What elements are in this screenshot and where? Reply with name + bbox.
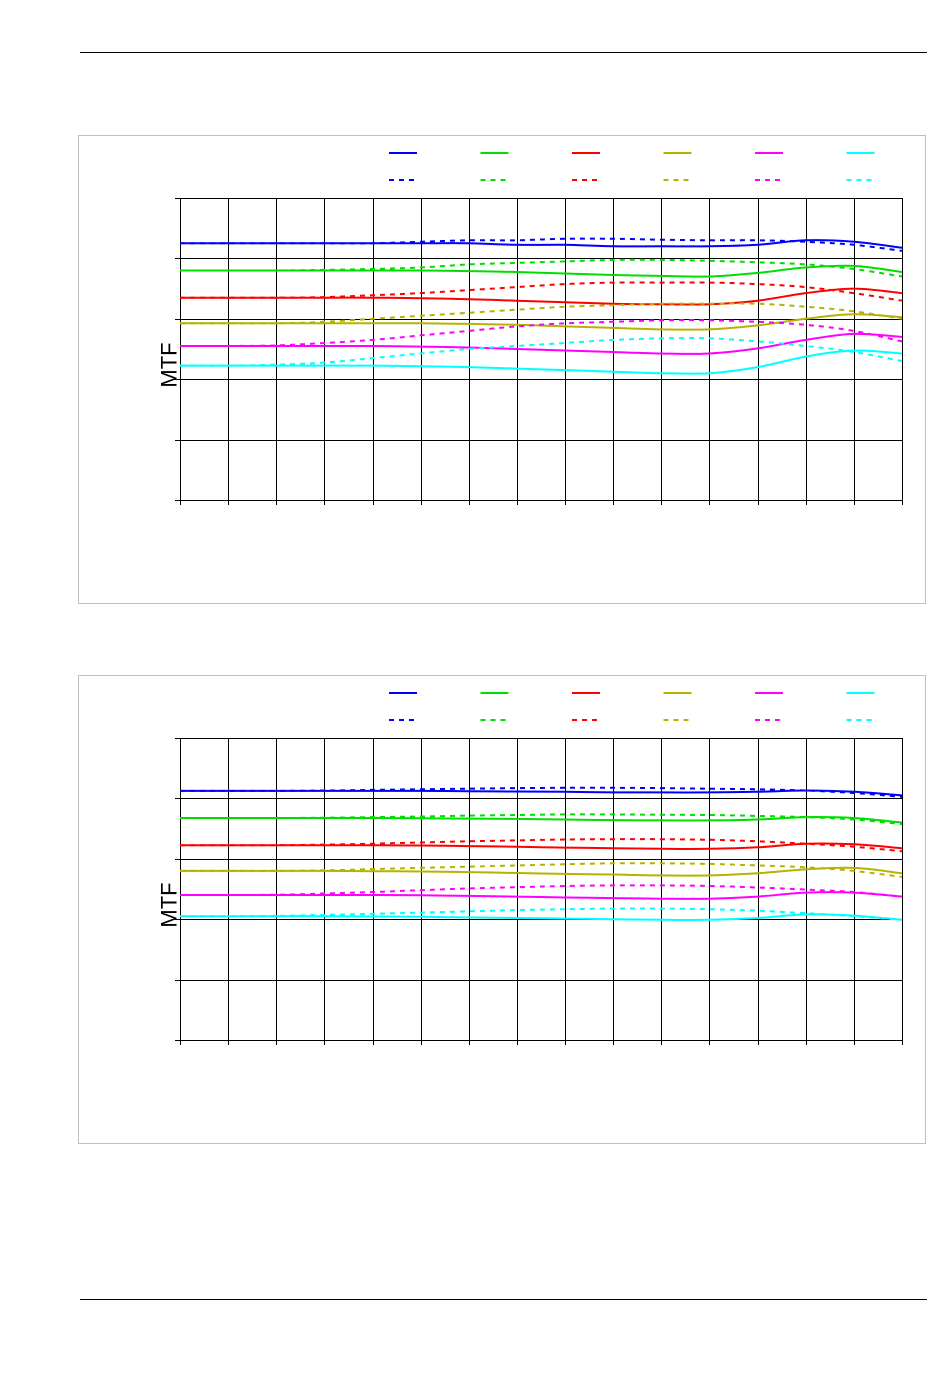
series-line-dashed (180, 302, 903, 325)
series-line-solid (179, 349, 903, 375)
series-line-solid (179, 789, 903, 797)
mtf-chart-panel-1: MTF (78, 135, 926, 604)
mtf-chart-1 (175, 152, 903, 505)
series-line-dashed (179, 786, 903, 798)
series-line-solid (179, 891, 903, 900)
mtf-chart-panel-2: MTF (78, 675, 926, 1144)
footer-rule (80, 1299, 927, 1300)
series-line-solid (180, 816, 903, 824)
mtf-chart-2 (175, 692, 903, 1045)
series-line-dashed (180, 258, 903, 278)
series-line-dashed (180, 813, 903, 826)
series-line-dashed (180, 907, 903, 921)
series-line-solid (180, 264, 903, 278)
series-line-dashed (179, 337, 903, 367)
series-line-solid (180, 287, 903, 306)
series-line-dashed (180, 862, 903, 878)
series-line-dashed (180, 838, 903, 853)
series-line-solid (180, 842, 903, 850)
series-line-dashed (180, 281, 903, 302)
series-line-solid (180, 313, 903, 331)
series-line-dashed (179, 319, 903, 348)
series-line-dashed (179, 884, 903, 898)
series-line-dashed (180, 237, 903, 252)
header-rule (80, 52, 927, 53)
series-line-solid (180, 866, 903, 877)
